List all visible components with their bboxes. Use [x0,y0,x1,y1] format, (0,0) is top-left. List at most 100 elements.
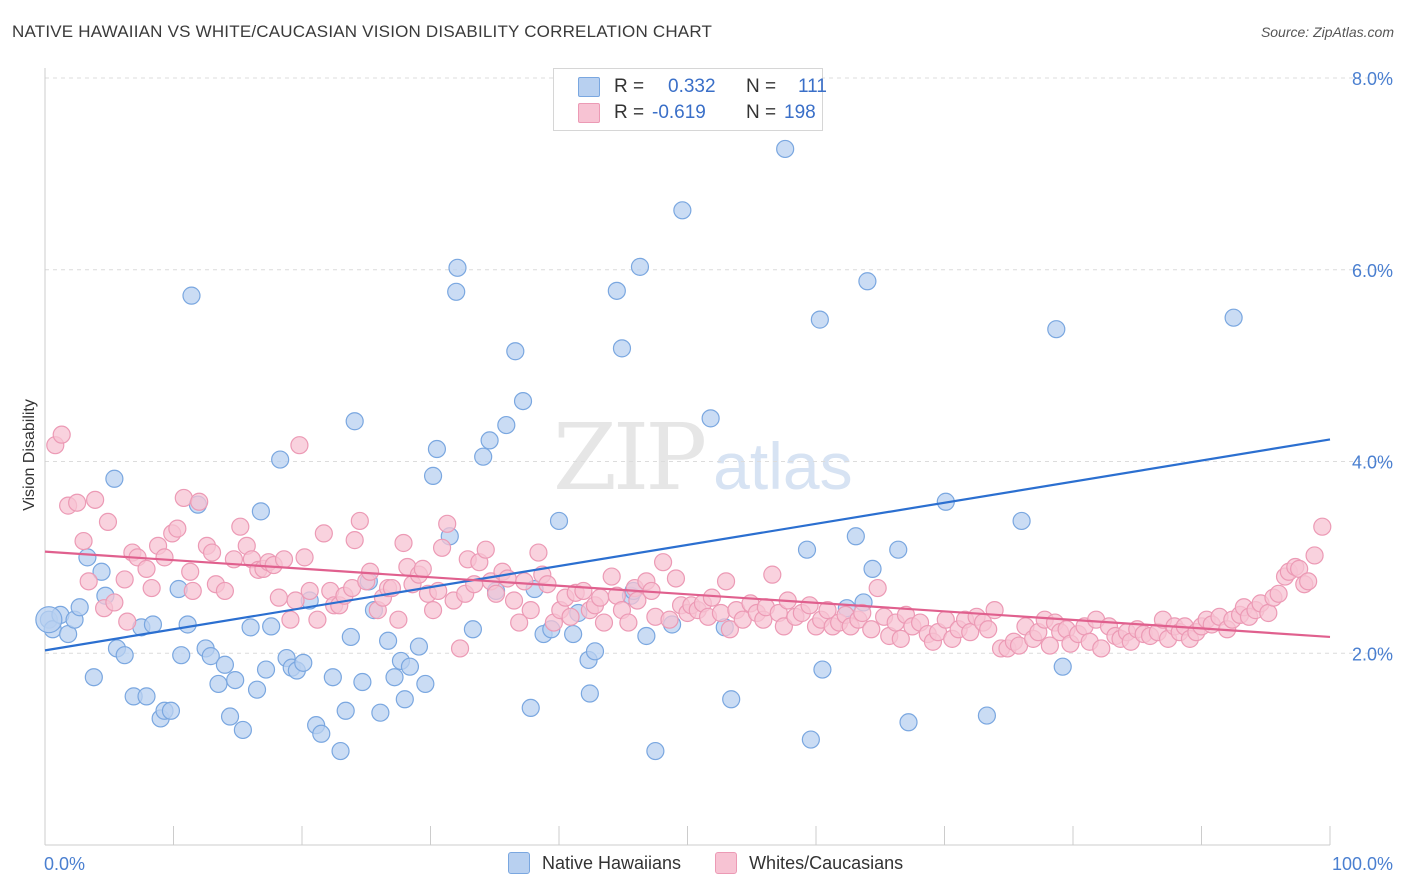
native-hawaiian-point [294,653,313,672]
trend-lines [44,438,1331,652]
white-caucasian-point [716,572,736,591]
series-swatch-pink [715,852,738,874]
native-hawaiian-point [521,698,540,717]
white-caucasian-point [1299,572,1318,591]
native-hawaiian-point [977,706,997,725]
white-caucasian-point [394,533,413,553]
tick-labels: 2.0% 4.0% 6.0% 8.0% 0.0% 100.0% [44,69,1393,874]
white-caucasian-point [202,543,222,562]
white-caucasian-point [174,488,193,508]
white-caucasian-point [594,613,614,632]
white-caucasian-point [529,543,548,562]
watermark-atlas: atlas [713,429,853,503]
native-hawaiian-point [105,469,124,488]
series-legend-native-hawaiians: Native Hawaiians [508,852,681,874]
native-hawaiian-point [1224,308,1243,327]
white-caucasian-point [515,572,534,591]
native-hawaiians-points [35,139,1243,761]
native-hawaiian-point [810,310,829,329]
native-hawaiian-point [84,668,103,687]
whites-caucasians-points [46,425,1332,658]
white-caucasian-point [1305,546,1324,565]
native-hawaiian-point [35,606,63,634]
white-caucasian-point [891,629,910,648]
legend-n-value: 111 [798,76,827,97]
native-hawaiian-point [863,559,882,578]
white-caucasian-point [183,581,202,601]
white-caucasian-point [1040,636,1059,655]
native-hawaiian-point [497,415,516,435]
white-caucasian-point [432,538,452,557]
white-caucasian-point [190,492,209,511]
white-caucasian-point [702,588,722,607]
native-hawaiian-point [371,703,390,722]
white-caucasian-point [52,425,71,444]
native-hawaiian-point [549,511,569,531]
native-hawaiian-point [209,674,228,694]
series-legend-whites-caucasians: Whites/Caucasians [715,852,903,874]
native-hawaiian-point [400,657,420,676]
native-hawaiian-point [423,466,443,485]
native-hawaiian-point [172,646,191,665]
x-tick-label-min: 0.0% [44,854,85,874]
legend-r-value: -0.619 [652,102,706,123]
native-hawaiian-point [115,646,134,665]
native-hawaiian-point [262,617,281,636]
white-caucasian-point [602,567,621,586]
native-hawaiian-point [241,618,260,637]
legend-swatch-blue [578,77,600,97]
white-caucasian-point [961,623,980,642]
white-caucasian-point [504,591,524,610]
native-hawaiian-point [1012,511,1031,531]
legend-row-whites-caucasians: R = -0.619 N = 198 [578,100,816,126]
white-caucasian-point [295,548,314,567]
y-tick-label: 2.0% [1352,644,1393,664]
native-hawaiian-point [506,342,525,361]
white-caucasian-point [290,436,309,455]
native-hawaiian-point [226,670,245,690]
native-hawaiian-point [899,713,918,732]
white-caucasian-point [619,613,638,632]
native-hawaiian-point [312,724,331,743]
white-caucasian-point [818,601,837,620]
series-label-whites-caucasians: Whites/Caucasians [749,852,904,873]
native-hawaiian-point [395,690,414,709]
native-hawaiian-point [701,409,720,428]
native-hawaiian-point [353,672,372,692]
white-caucasian-point [574,581,593,601]
white-caucasian-point [74,531,93,551]
legend-row-native-hawaiians: R = 0.332 N = 111 [578,74,827,100]
native-hawaiian-point [220,707,240,726]
native-hawaiian-point [564,624,583,644]
white-caucasian-point [300,581,319,601]
legend-n-label: N = [746,102,777,123]
native-hawaiian-point [580,684,599,703]
white-caucasian-point [215,581,234,601]
native-hawaiian-point [797,540,817,559]
legend-swatch-pink [578,103,600,123]
native-hawaiian-point [323,668,342,687]
white-caucasian-point [510,613,529,632]
native-hawaiian-point [630,257,650,276]
native-hawaiian-point [637,626,656,646]
series-swatch-blue [508,852,530,874]
native-hawaiian-point [722,690,741,709]
white-caucasian-point [450,639,470,658]
native-hawaiian-point [201,647,220,666]
native-hawaiian-point [1047,320,1066,339]
native-hawaiian-point [846,527,865,546]
native-hawaiian-point [70,598,89,617]
native-hawaiian-point [247,680,267,699]
white-caucasian-point [168,519,187,538]
white-caucasian-point [137,559,156,578]
native-hawaiian-point [513,391,533,411]
native-hawaiian-point [448,258,467,277]
white-caucasian-point [281,610,300,629]
native-hawaiian-point [889,540,908,559]
native-hawaiian-point [385,668,404,687]
native-hawaiian-point [801,730,820,749]
native-hawaiian-point [585,642,605,661]
native-hawaiian-point [813,660,832,679]
white-caucasian-point [181,562,200,581]
